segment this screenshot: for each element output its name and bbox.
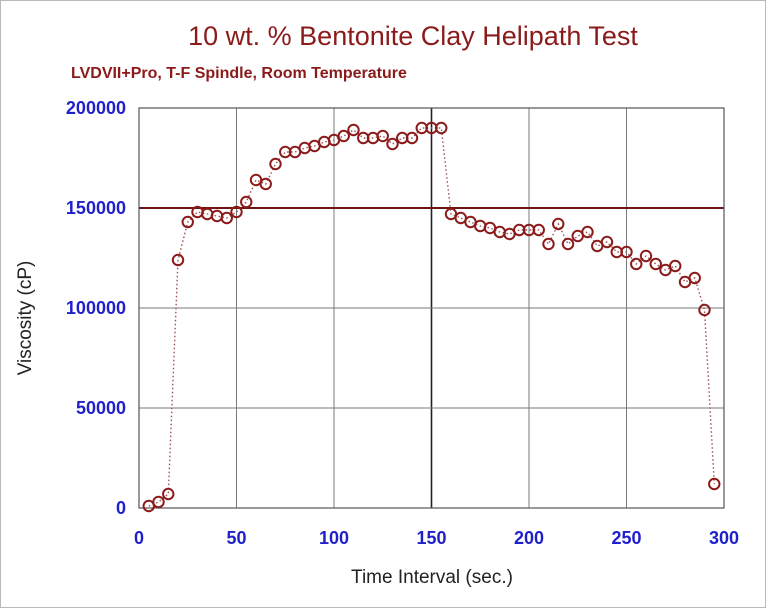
data-point xyxy=(600,235,614,249)
data-point xyxy=(220,211,233,225)
data-point xyxy=(240,195,253,209)
data-point xyxy=(269,157,282,171)
data-point xyxy=(337,129,350,143)
data-point xyxy=(230,205,243,219)
data-point xyxy=(532,223,545,237)
data-point xyxy=(708,477,721,491)
y-tick-label: 200000 xyxy=(66,98,126,118)
data-point xyxy=(152,495,165,509)
x-tick-label: 200 xyxy=(514,528,544,548)
y-tick-label: 0 xyxy=(116,498,126,518)
x-axis-ticks: 0 50 100 150 200 250 300 xyxy=(134,528,739,548)
data-point xyxy=(386,137,399,151)
x-tick-label: 100 xyxy=(319,528,349,548)
data-point xyxy=(181,215,194,229)
plot-border xyxy=(138,107,725,509)
series-markers xyxy=(142,121,721,513)
data-point xyxy=(171,253,185,267)
x-tick-label: 250 xyxy=(611,528,641,548)
chart-title: 10 wt. % Bentonite Clay Helipath Test xyxy=(188,21,638,51)
data-point xyxy=(405,131,419,145)
data-point xyxy=(542,237,555,251)
data-point xyxy=(435,121,448,135)
x-axis-label: Time Interval (sec.) xyxy=(351,567,513,588)
data-point xyxy=(347,123,360,137)
y-axis-label: Viscosity (cP) xyxy=(15,261,36,376)
data-point xyxy=(639,249,653,263)
data-point xyxy=(561,237,575,251)
data-point xyxy=(649,257,662,271)
y-tick-label: 100000 xyxy=(66,298,126,318)
data-point xyxy=(620,245,633,259)
data-point xyxy=(581,225,594,239)
x-tick-label: 150 xyxy=(416,528,446,548)
data-point xyxy=(552,217,565,231)
data-point xyxy=(630,257,643,271)
data-point xyxy=(669,259,682,273)
y-tick-label: 150000 xyxy=(66,198,126,218)
data-point xyxy=(688,271,701,285)
x-tick-label: 50 xyxy=(226,528,246,548)
data-point xyxy=(376,129,389,143)
data-point xyxy=(162,487,175,501)
data-point xyxy=(698,303,711,317)
chart-subtitle: LVDVII+Pro, T-F Spindle, Room Temperatur… xyxy=(71,65,407,82)
data-point xyxy=(259,177,272,191)
y-axis-ticks: 0 50000 100000 150000 200000 xyxy=(66,98,126,518)
x-tick-label: 300 xyxy=(709,528,739,548)
y-tick-label: 50000 xyxy=(76,398,126,418)
x-tick-label: 0 xyxy=(134,528,144,548)
